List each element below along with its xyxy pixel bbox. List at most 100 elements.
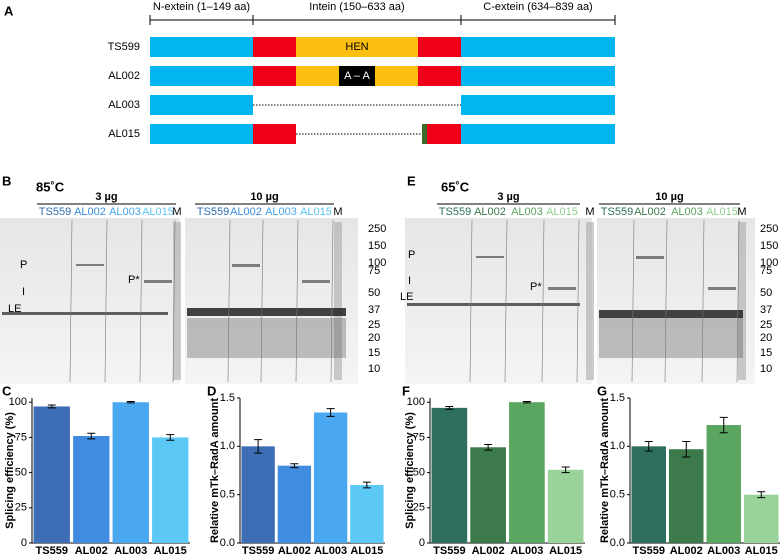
bar: [744, 494, 779, 543]
bar: [669, 449, 704, 543]
lane-label: AL002: [74, 206, 106, 218]
lane-divider: [504, 219, 508, 383]
panel-letter: A: [4, 3, 14, 18]
error-bar: [326, 408, 335, 417]
y-tick-label: 1.5: [220, 392, 235, 404]
mutation-box: [339, 66, 375, 86]
error-bar: [166, 434, 175, 441]
bar: [277, 465, 312, 543]
band: [187, 308, 346, 316]
x-tick-label: TS559: [36, 545, 68, 557]
lane-divider: [330, 219, 334, 383]
y-tick-label: 1.5: [610, 392, 625, 404]
panel-letter: D: [207, 383, 216, 398]
error-bar: [719, 416, 728, 434]
smear: [599, 318, 743, 358]
error-bar: [682, 441, 691, 458]
gel-image: [185, 218, 358, 384]
marker-size: 25: [368, 319, 380, 331]
marker-size: 15: [368, 347, 380, 359]
smear: [187, 318, 346, 358]
gel-image: [0, 218, 180, 384]
marker-size: 100: [368, 257, 386, 269]
y-tick-label: 25: [413, 502, 425, 514]
error-bar: [362, 481, 371, 489]
marker-size: 250: [760, 223, 778, 235]
error-bar: [522, 401, 531, 404]
band-label: P*: [530, 281, 542, 293]
marker-size: 100: [760, 257, 778, 269]
lane-divider: [541, 219, 545, 383]
lane-divider: [631, 219, 635, 383]
domain: [150, 95, 253, 115]
band: [407, 303, 580, 306]
error-bar: [126, 401, 135, 404]
band: [302, 280, 330, 283]
y-tick-label: 0: [419, 537, 425, 549]
temperature: 65˚C: [441, 179, 470, 194]
bar: [33, 406, 70, 543]
band: [708, 287, 736, 290]
mutation-label: A – A: [344, 70, 370, 82]
x-tick-label: TS559: [242, 545, 274, 557]
lane-label: AL015: [706, 206, 738, 218]
panel-letter: C: [2, 383, 12, 398]
marker-size: 50: [368, 287, 380, 299]
y-axis-label: Relative mTk–RadA amount: [209, 398, 221, 543]
y-tick-label: 0.5: [610, 489, 625, 501]
bar: [152, 437, 189, 543]
marker-lane: [173, 222, 181, 380]
construct-label: AL002: [108, 70, 140, 82]
error-bar: [290, 463, 299, 469]
marker-size: 75: [368, 265, 380, 277]
bar: [350, 485, 384, 543]
domain: [296, 37, 418, 57]
bar: [431, 407, 468, 543]
domain-label: HEN: [345, 41, 368, 53]
y-tick-label: 50: [15, 467, 27, 479]
domain: [461, 95, 615, 115]
lane-label: TS559: [197, 206, 229, 218]
y-tick-label: 1.0: [220, 440, 235, 452]
group-label: 10 µg: [250, 191, 278, 203]
domain: [150, 37, 253, 57]
y-tick-label: 0.0: [220, 537, 235, 549]
band: [599, 310, 743, 318]
lane-divider: [139, 219, 143, 383]
x-tick-label: AL002: [75, 545, 108, 557]
y-tick-label: 25: [15, 502, 27, 514]
lane-divider: [701, 219, 705, 383]
x-tick-label: AL015: [154, 545, 187, 557]
y-axis-label: Splicing efficiency (%): [4, 412, 16, 529]
lane-label: AL015: [300, 206, 332, 218]
bar: [631, 446, 666, 543]
marker-size: 20: [368, 332, 380, 344]
y-tick-label: 100: [9, 396, 27, 408]
band: [548, 287, 576, 290]
y-tick-label: 1.0: [610, 440, 625, 452]
lane-divider: [664, 219, 668, 383]
domain: [427, 124, 461, 144]
panel-letter: B: [2, 173, 11, 188]
lane-label: AL003: [511, 206, 543, 218]
lane-label: AL003: [265, 206, 297, 218]
error-bar: [47, 404, 56, 409]
band-label: LE: [8, 303, 21, 315]
marker-lane-label: M: [333, 206, 342, 218]
band: [144, 280, 172, 283]
region-label: Intein (150–633 aa): [309, 1, 404, 13]
band-label: LE: [400, 291, 413, 303]
error-bar: [445, 405, 454, 410]
band-label: P: [408, 249, 415, 261]
x-tick-label: AL015: [549, 545, 582, 557]
lane-divider: [172, 219, 176, 383]
lane-label: TS559: [601, 206, 633, 218]
band: [2, 312, 168, 315]
gel-image: [597, 218, 755, 384]
marker-size: 50: [760, 287, 772, 299]
bar: [73, 436, 110, 543]
marker-size: 25: [760, 319, 772, 331]
x-tick-label: AL003: [314, 545, 347, 557]
error-bar: [254, 439, 263, 454]
